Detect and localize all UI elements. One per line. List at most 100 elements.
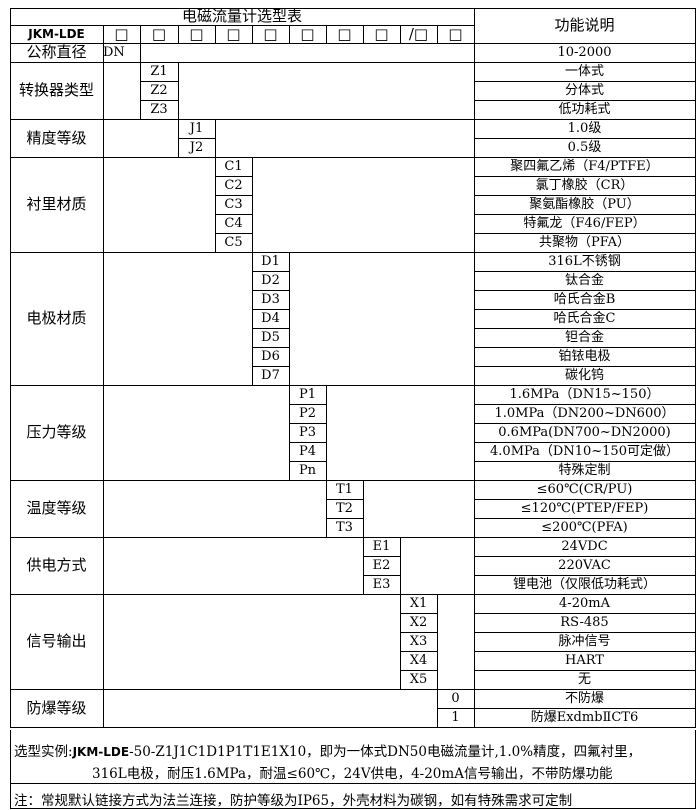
option-description: 碳化钨 (564, 368, 604, 383)
grid-line (363, 537, 364, 595)
grid-line (326, 385, 327, 481)
section-label: 转换器类型 (18, 81, 94, 99)
grid-line (474, 252, 475, 386)
example-text: -50-Z1J1C1D1P1T1E1X10，即为一体式DN50电磁流量计,1.0… (129, 744, 642, 760)
grid-line (363, 575, 401, 576)
option-description: 铂铱电极 (558, 349, 611, 364)
grid-line (215, 176, 253, 177)
option-code: T2 (336, 501, 353, 516)
option-description: 24VDC (561, 539, 608, 554)
grid-line (326, 480, 327, 538)
option-description: 1.0MPa（DN200~DN600） (494, 406, 675, 421)
grid-line (474, 404, 696, 405)
grid-line (474, 176, 696, 177)
grid-line (10, 252, 696, 253)
grid-line (252, 252, 253, 386)
section-label: 精度等级 (26, 128, 87, 147)
grid-line (474, 480, 475, 538)
section-label: 供电方式 (26, 556, 87, 574)
grid-line (252, 271, 290, 272)
option-description: 钽合金 (564, 330, 604, 345)
grid-line (474, 233, 696, 234)
option-description: 1.6MPa（DN15~150） (509, 387, 660, 402)
grid-line (10, 727, 696, 728)
grid-line (363, 480, 364, 538)
option-code: D6 (261, 349, 280, 364)
grid-line (474, 651, 696, 652)
model-slot-4: □ (226, 24, 241, 43)
option-description: 0.5级 (567, 140, 602, 155)
grid-line (400, 25, 401, 44)
grid-line (10, 62, 11, 120)
grid-line (178, 25, 179, 44)
grid-line (474, 309, 696, 310)
grid-line (10, 252, 11, 386)
grid-line (10, 43, 696, 44)
option-code: 1 (451, 710, 460, 725)
option-description: 哈氏合金B (553, 292, 616, 307)
option-code: X5 (409, 672, 428, 687)
grid-line (474, 100, 696, 101)
model-code: JKM-LDE (28, 27, 85, 41)
diameter-code: DN (103, 45, 125, 60)
grid-line (474, 138, 696, 139)
option-description: ≤200℃(PFA) (541, 520, 628, 535)
option-code: D2 (261, 273, 280, 288)
grid-line (474, 8, 475, 44)
grid-line (474, 43, 475, 63)
option-code: E1 (372, 539, 391, 554)
grid-line (140, 100, 179, 101)
option-code: Z1 (150, 64, 168, 79)
grid-line (474, 632, 696, 633)
grid-line (10, 730, 11, 809)
option-description: 钛合金 (564, 273, 604, 288)
grid-line (695, 537, 696, 595)
option-description: 哈氏合金C (553, 311, 616, 326)
option-description: 0.6MPa(DN700~DN2000) (498, 425, 671, 440)
grid-line (326, 518, 364, 519)
option-code: Pn (298, 463, 317, 478)
function-header: 功能说明 (554, 16, 615, 34)
grid-line (10, 43, 11, 63)
option-code: X2 (409, 615, 428, 630)
model-slot-2: □ (151, 24, 167, 43)
grid-line (178, 138, 216, 139)
option-description: 聚氨酯橡胶（PU） (529, 197, 640, 212)
option-code: C5 (224, 235, 243, 250)
option-description: 共聚物（PFA） (538, 235, 631, 250)
grid-line (400, 632, 438, 633)
grid-line (474, 271, 696, 272)
grid-line (103, 157, 104, 253)
option-description: RS-485 (560, 615, 609, 630)
grid-line (289, 404, 327, 405)
grid-line (10, 8, 696, 9)
grid-line (474, 157, 475, 253)
model-slot-1: □ (114, 24, 129, 43)
table-title: 电磁流量计选型表 (181, 7, 302, 25)
grid-line (10, 119, 11, 158)
grid-line (10, 783, 696, 784)
model-slot-10: □ (448, 24, 463, 43)
option-code: X1 (409, 596, 428, 611)
grid-line (289, 461, 327, 462)
model-slot-3: □ (189, 24, 204, 43)
grid-line (10, 689, 11, 728)
grid-line (695, 157, 696, 253)
option-description: 分体式 (564, 83, 604, 98)
option-code: P4 (298, 444, 317, 459)
grid-line (695, 62, 696, 120)
option-description: 脉冲信号 (558, 634, 611, 649)
grid-line (215, 195, 253, 196)
option-description: ≤120℃(PTEP/FEP) (520, 501, 649, 516)
option-code: E2 (372, 558, 391, 573)
grid-line (474, 518, 696, 519)
option-code: C2 (224, 178, 243, 193)
grid-line (103, 480, 104, 538)
grid-line (103, 594, 104, 690)
option-description: 无 (577, 672, 591, 687)
grid-line (474, 366, 696, 367)
option-code: X3 (409, 634, 428, 649)
model-slot-5: □ (263, 24, 278, 43)
option-code: X4 (409, 653, 428, 668)
grid-line (289, 442, 327, 443)
